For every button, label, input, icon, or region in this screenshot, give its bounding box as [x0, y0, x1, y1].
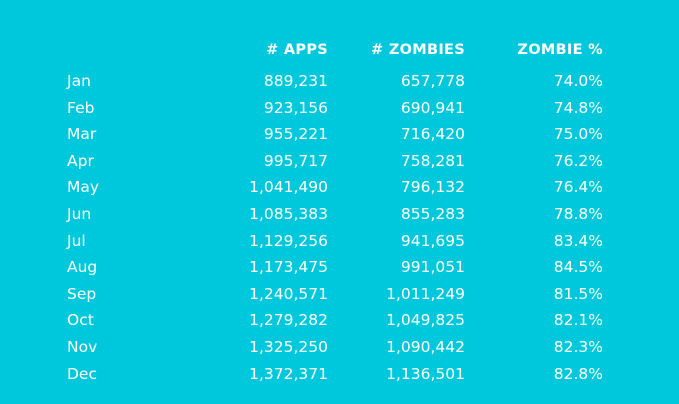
cell-zombies: 941,695: [400, 231, 465, 250]
table-row: Oct 1,279,282 1,049,825 82.1%: [0, 307, 679, 333]
cell-zombie-pct: 82.1%: [553, 311, 603, 330]
cell-zombies: 716,420: [400, 125, 465, 144]
cell-apps: 923,156: [263, 98, 328, 117]
table-row: Jun 1,085,383 855,283 78.8%: [0, 201, 679, 227]
cell-month: Mar: [67, 125, 97, 144]
table-row: Nov 1,325,250 1,090,442 82.3%: [0, 334, 679, 360]
table-row: Dec 1,372,371 1,136,501 82.8%: [0, 361, 679, 387]
cell-zombies: 1,136,501: [386, 364, 465, 383]
table-row: Jul 1,129,256 941,695 83.4%: [0, 228, 679, 254]
cell-month: Nov: [67, 338, 98, 356]
header-zombies: # ZOMBIES: [371, 42, 465, 58]
cell-zombie-pct: 81.5%: [553, 284, 603, 303]
table-row: Jan 889,231 657,778 74.0%: [0, 68, 679, 94]
cell-month: May: [67, 178, 100, 197]
cell-month: Aug: [67, 258, 98, 277]
table-row: May 1,041,490 796,132 76.4%: [0, 174, 679, 200]
cell-apps: 1,041,490: [249, 178, 328, 197]
cell-month: Jan: [67, 72, 91, 90]
cell-zombie-pct: 82.8%: [553, 364, 603, 383]
cell-zombies: 991,051: [400, 258, 465, 277]
cell-zombies: 1,049,825: [386, 311, 465, 330]
cell-month: Apr: [67, 151, 94, 170]
cell-zombies: 1,090,442: [386, 338, 465, 356]
cell-apps: 995,717: [263, 151, 328, 170]
cell-apps: 1,173,475: [249, 258, 328, 277]
cell-zombie-pct: 75.0%: [553, 125, 603, 144]
cell-zombies: 1,011,249: [386, 284, 465, 303]
cell-apps: 889,231: [263, 72, 328, 90]
cell-month: Jun: [67, 205, 92, 223]
cell-zombies: 690,941: [400, 98, 465, 117]
table-row: Aug 1,173,475 991,051 84.5%: [0, 254, 679, 280]
cell-month: Oct: [67, 311, 94, 330]
cell-zombies: 855,283: [400, 205, 465, 223]
cell-zombie-pct: 78.8%: [553, 205, 603, 223]
cell-zombies: 758,281: [400, 151, 465, 170]
table-row: Feb 923,156 690,941 74.8%: [0, 95, 679, 121]
cell-zombies: 796,132: [400, 178, 465, 197]
cell-apps: 1,085,383: [249, 205, 328, 223]
cell-apps: 955,221: [263, 125, 328, 144]
cell-zombies: 657,778: [400, 72, 465, 90]
cell-apps: 1,240,571: [249, 284, 328, 303]
cell-zombie-pct: 82.3%: [553, 338, 603, 356]
cell-apps: 1,129,256: [249, 231, 328, 250]
table-header: # APPS # ZOMBIES ZOMBIE %: [0, 37, 679, 63]
cell-apps: 1,325,250: [249, 338, 328, 356]
cell-month: Feb: [67, 98, 95, 117]
cell-zombie-pct: 83.4%: [553, 231, 603, 250]
cell-month: Sep: [67, 284, 97, 303]
cell-zombie-pct: 84.5%: [553, 258, 603, 277]
cell-zombie-pct: 76.4%: [553, 178, 603, 197]
cell-zombie-pct: 74.8%: [553, 98, 603, 117]
cell-zombie-pct: 76.2%: [553, 151, 603, 170]
table-row: Mar 955,221 716,420 75.0%: [0, 121, 679, 147]
header-zombie-pct: ZOMBIE %: [517, 42, 603, 58]
table-row: Apr 995,717 758,281 76.2%: [0, 148, 679, 174]
cell-apps: 1,279,282: [249, 311, 328, 330]
cell-zombie-pct: 74.0%: [553, 72, 603, 90]
cell-month: Jul: [67, 231, 86, 250]
cell-apps: 1,372,371: [249, 364, 328, 383]
table-row: Sep 1,240,571 1,011,249 81.5%: [0, 281, 679, 307]
header-apps: # APPS: [266, 42, 328, 58]
cell-month: Dec: [67, 364, 97, 383]
